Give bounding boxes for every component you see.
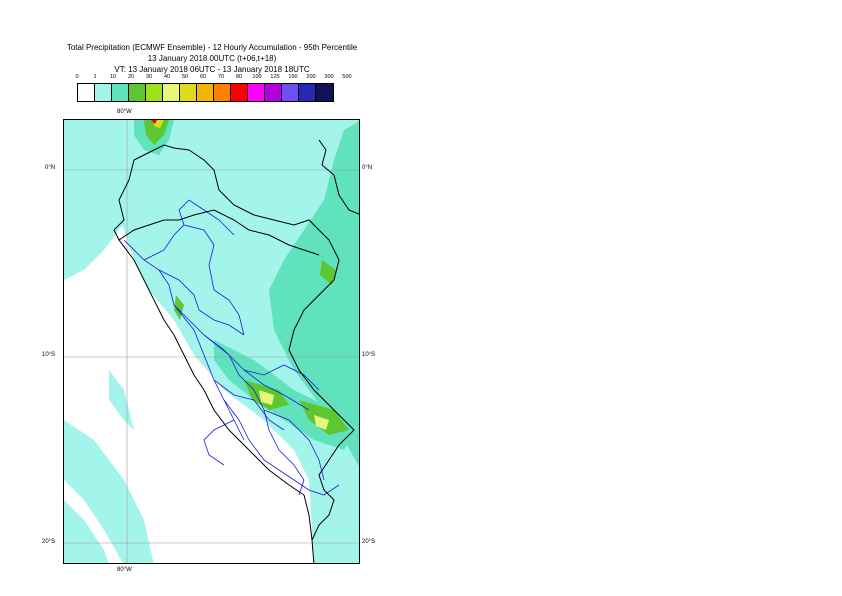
lat-label-20s-left: 20°S [42, 539, 56, 545]
legend-swatch [95, 84, 112, 101]
title-line-3: VT: 13 January 2018 06UTC - 13 January 2… [114, 65, 310, 74]
precip-core-nw-red [151, 120, 157, 124]
legend-tick-label: 40 [163, 74, 171, 80]
precip-area-sw1 [64, 420, 154, 563]
legend-tick-label: 80 [235, 74, 243, 80]
legend-tick-label: 10 [109, 74, 117, 80]
lat-label-10s-right: 10°S [362, 352, 376, 358]
legend-bar [77, 83, 334, 102]
legend-tick-label: 125 [270, 74, 280, 80]
lon-label-80w-top: 80°W [117, 109, 132, 115]
legend-ticks: 0 1 10 20 30 40 50 60 70 80 100 125 150 200 300 500 [75, 74, 351, 84]
lat-label-0-left: 0°N [45, 165, 56, 171]
legend-swatch [231, 84, 248, 101]
precip-core-east [320, 260, 336, 285]
lat-label-10s-left: 10°S [42, 352, 56, 358]
chart-title: Total Precipitation (ECMWF Ensemble) - 1… [0, 42, 424, 75]
color-legend: 0 1 10 20 30 40 50 60 70 80 100 125 150 200 300 500 [75, 74, 352, 102]
legend-swatch [78, 84, 95, 101]
title-line-2: 13 January 2018 00UTC (t+06,t+18) [147, 54, 277, 63]
legend-tick-label: 100 [252, 74, 262, 80]
legend-tick-label: 150 [288, 74, 298, 80]
regional-boundaries [123, 199, 340, 496]
legend-swatch [265, 84, 282, 101]
border-ecuador-colombia [133, 144, 320, 231]
legend-tick-label: 200 [306, 74, 316, 80]
legend-swatch [214, 84, 231, 101]
legend-tick-label: 0 [75, 74, 79, 80]
precip-core-southeast-yellow [314, 415, 329, 430]
border-peru-bolivia [311, 429, 355, 541]
precip-field-high [144, 120, 349, 435]
legend-swatch [197, 84, 214, 101]
legend-swatch [180, 84, 197, 101]
map-svg [64, 120, 359, 563]
legend-swatch [129, 84, 146, 101]
legend-tick-label: 50 [181, 74, 189, 80]
border-peru-north [118, 209, 320, 256]
lat-label-20s-right: 20°S [362, 539, 376, 545]
legend-swatch [248, 84, 265, 101]
legend-tick-label: 20 [127, 74, 135, 80]
legend-tick-label: 300 [324, 74, 334, 80]
lat-label-0-right: 0°N [362, 165, 373, 171]
legend-swatch [316, 84, 333, 101]
legend-swatch [282, 84, 299, 101]
precipitation-map: 80°W [63, 119, 360, 564]
legend-tick-label: 70 [217, 74, 225, 80]
legend-tick-label: 30 [145, 74, 153, 80]
precip-area-coast [64, 120, 139, 280]
legend-tick-label: 60 [199, 74, 207, 80]
border-colombia-brazil [318, 139, 359, 215]
precip-core-north [144, 120, 169, 145]
graticule [64, 120, 359, 563]
precip-core-southeast [299, 400, 349, 435]
precip-area-sw3 [109, 370, 134, 430]
legend-tick-label: 500 [342, 74, 352, 80]
country-borders [113, 139, 359, 563]
legend-swatch [146, 84, 163, 101]
lon-label-80w-bottom: 80°W [117, 567, 132, 573]
legend-swatch [163, 84, 180, 101]
precip-area-sw2 [64, 500, 109, 563]
title-line-1: Total Precipitation (ECMWF Ensemble) - 1… [66, 43, 358, 52]
precip-core-nw-yellow [154, 120, 164, 128]
border-peru-brazil [288, 229, 355, 431]
coastline [113, 159, 315, 563]
legend-swatch [112, 84, 129, 101]
legend-swatch [299, 84, 316, 101]
precip-core-central-yellow [259, 390, 274, 405]
legend-tick-label: 1 [93, 74, 97, 80]
